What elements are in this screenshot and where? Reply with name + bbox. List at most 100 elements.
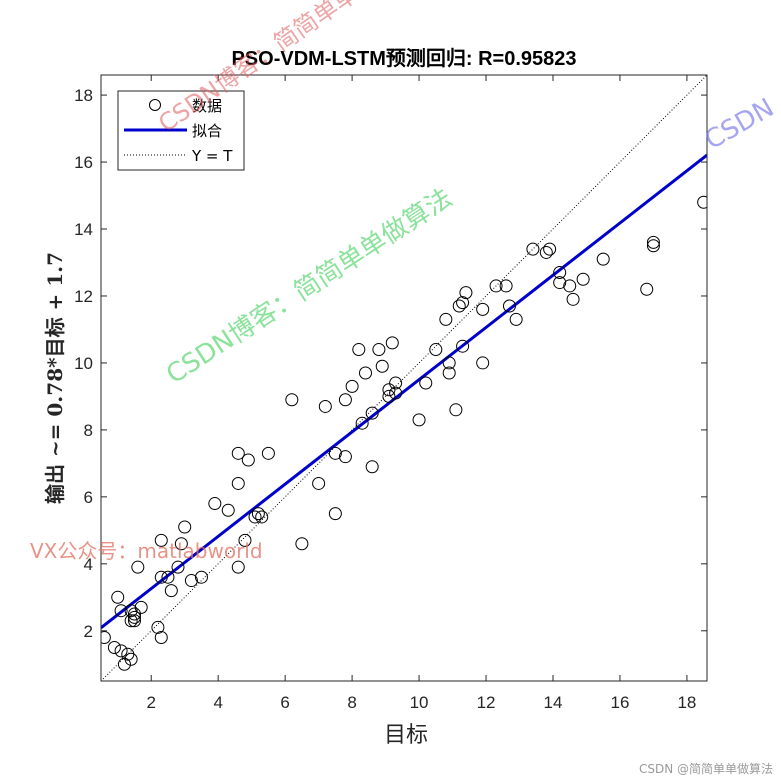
y-tick-label: 2 bbox=[84, 622, 93, 641]
x-tick-label: 8 bbox=[347, 693, 356, 712]
legend-label-identity: Y = T bbox=[191, 147, 233, 165]
data-point bbox=[111, 590, 125, 604]
data-point bbox=[255, 510, 269, 524]
data-point bbox=[127, 614, 141, 628]
data-point bbox=[124, 614, 138, 628]
data-point bbox=[382, 383, 396, 397]
data-point bbox=[459, 286, 473, 300]
data-point bbox=[114, 644, 128, 658]
data-point bbox=[476, 302, 490, 316]
data-point bbox=[131, 560, 145, 574]
axes-frame bbox=[100, 74, 708, 682]
data-point bbox=[194, 570, 208, 584]
y-tick-label: 10 bbox=[74, 354, 93, 373]
data-point bbox=[318, 399, 332, 413]
data-point bbox=[509, 312, 523, 326]
data-point bbox=[442, 366, 456, 380]
data-point bbox=[646, 235, 660, 249]
data-point bbox=[114, 604, 128, 618]
data-point bbox=[358, 366, 372, 380]
x-tick-label: 14 bbox=[544, 693, 563, 712]
data-point bbox=[231, 560, 245, 574]
data-point bbox=[154, 533, 168, 547]
data-point bbox=[476, 356, 490, 370]
data-point bbox=[164, 584, 178, 598]
x-tick-label: 2 bbox=[146, 693, 155, 712]
data-point bbox=[375, 359, 389, 373]
data-point bbox=[553, 266, 567, 280]
y-tick-label: 16 bbox=[74, 153, 93, 172]
data-point bbox=[553, 276, 567, 290]
data-point bbox=[596, 252, 610, 266]
data-point bbox=[385, 336, 399, 350]
data-point bbox=[328, 507, 342, 521]
data-point bbox=[184, 574, 198, 588]
x-tick-label: 10 bbox=[410, 693, 429, 712]
data-point bbox=[161, 570, 175, 584]
data-point bbox=[646, 239, 660, 253]
x-axis-label: 目标 bbox=[384, 723, 428, 748]
y-tick-label: 18 bbox=[74, 86, 93, 105]
data-point bbox=[178, 520, 192, 534]
identity-line bbox=[101, 75, 707, 681]
data-point bbox=[566, 292, 580, 306]
data-point bbox=[171, 560, 185, 574]
data-point bbox=[365, 460, 379, 474]
chart-title: PSO-VDM-LSTM预测回归: R=0.95823 bbox=[231, 46, 576, 70]
data-point bbox=[499, 279, 513, 293]
data-points bbox=[101, 195, 707, 671]
data-point bbox=[543, 242, 557, 256]
data-point bbox=[389, 376, 403, 390]
data-point bbox=[134, 600, 148, 614]
x-tick-label: 6 bbox=[280, 693, 289, 712]
data-point bbox=[412, 413, 426, 427]
data-point bbox=[452, 299, 466, 313]
data-point bbox=[439, 312, 453, 326]
data-point bbox=[285, 393, 299, 407]
data-point bbox=[365, 406, 379, 420]
data-point bbox=[539, 245, 553, 259]
data-point bbox=[640, 282, 654, 296]
data-point bbox=[154, 570, 168, 584]
data-point bbox=[174, 537, 188, 551]
x-tick-label: 4 bbox=[213, 693, 222, 712]
data-point bbox=[238, 533, 252, 547]
data-point bbox=[697, 195, 707, 209]
data-point bbox=[231, 476, 245, 490]
legend-label-fit: 拟合 bbox=[192, 122, 222, 140]
data-point bbox=[338, 393, 352, 407]
data-point bbox=[563, 279, 577, 293]
data-point bbox=[382, 389, 396, 403]
data-point bbox=[449, 403, 463, 417]
data-point bbox=[372, 343, 386, 357]
data-point bbox=[355, 416, 369, 430]
data-point bbox=[127, 610, 141, 624]
y-tick-label: 12 bbox=[74, 287, 93, 306]
data-point bbox=[124, 652, 138, 666]
data-point bbox=[107, 641, 121, 655]
data-point bbox=[442, 356, 456, 370]
data-point bbox=[456, 296, 470, 310]
y-tick-label: 14 bbox=[74, 220, 93, 239]
y-tick-label: 6 bbox=[84, 488, 93, 507]
data-point bbox=[345, 379, 359, 393]
x-tick-label: 16 bbox=[610, 693, 629, 712]
data-point bbox=[154, 630, 168, 644]
x-tick-label: 12 bbox=[477, 693, 496, 712]
data-point bbox=[295, 537, 309, 551]
data-point bbox=[352, 343, 366, 357]
data-point bbox=[328, 446, 342, 460]
data-point bbox=[251, 507, 265, 521]
footer-credit: CSDN @简简单单做算法 bbox=[638, 762, 773, 776]
data-point bbox=[576, 272, 590, 286]
x-tick-label: 18 bbox=[677, 693, 696, 712]
data-point bbox=[338, 450, 352, 464]
data-point bbox=[429, 343, 443, 357]
data-point bbox=[101, 630, 111, 644]
data-point bbox=[456, 339, 470, 353]
data-point bbox=[231, 446, 245, 460]
data-point bbox=[489, 279, 503, 293]
data-point bbox=[117, 657, 131, 671]
data-point bbox=[241, 453, 255, 467]
